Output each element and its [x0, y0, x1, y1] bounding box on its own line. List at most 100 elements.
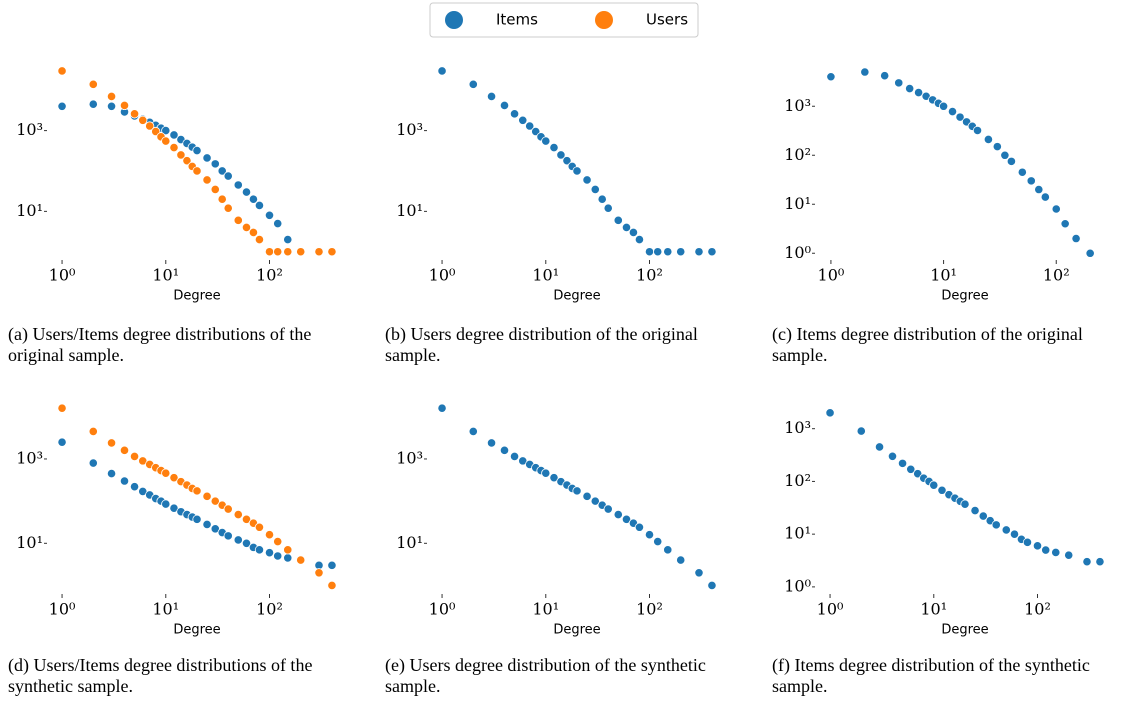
y-tick-label: 10³ [16, 448, 43, 467]
point [1060, 219, 1070, 229]
point [1026, 176, 1036, 186]
x-tick-label: 10² [256, 600, 283, 619]
y-tick-label: 10⁰ [784, 576, 811, 595]
point [327, 580, 337, 591]
point [192, 145, 202, 156]
x-tick-label: 10¹ [930, 266, 957, 285]
x-tick-label: 10⁰ [817, 600, 844, 619]
point [486, 438, 497, 448]
point [590, 184, 600, 194]
y-tick-label: 10³ [396, 448, 423, 467]
x-tick-label: 10² [1024, 600, 1051, 619]
x-tick-label: 10⁰ [429, 600, 456, 619]
point [192, 486, 202, 496]
point [1095, 557, 1105, 567]
y-tick-label: 10¹ [16, 533, 43, 552]
point [437, 66, 447, 76]
legend-swatch [445, 11, 463, 29]
point [273, 218, 283, 229]
point [176, 150, 186, 160]
point [960, 499, 970, 509]
point [327, 247, 337, 257]
point [161, 499, 171, 509]
point [1051, 547, 1061, 558]
point [314, 568, 324, 578]
x-tick-label: 10⁰ [49, 600, 76, 619]
point [202, 175, 212, 185]
point [1009, 529, 1020, 539]
point [254, 200, 265, 211]
point [119, 100, 130, 111]
point [138, 115, 148, 125]
point [525, 121, 535, 131]
point [597, 194, 607, 204]
point [1082, 557, 1092, 567]
point [860, 67, 870, 77]
point [129, 482, 140, 492]
point [1006, 156, 1017, 166]
point [1034, 184, 1044, 195]
point [1051, 204, 1061, 214]
point [314, 247, 324, 257]
point [707, 247, 717, 257]
point [106, 468, 117, 479]
point [248, 194, 259, 204]
point [676, 247, 686, 257]
point [628, 227, 639, 238]
x-tick-label: 10² [1043, 266, 1070, 285]
point [603, 203, 613, 213]
y-tick-label: 10³ [16, 120, 43, 139]
caption: (c) Items degree distribution of the ori… [772, 324, 1083, 365]
x-axis-label: Degree [553, 289, 600, 304]
caption: (b) Users degree distribution of the ori… [385, 324, 698, 365]
point [556, 150, 566, 160]
point [119, 445, 130, 455]
point [1041, 545, 1051, 555]
point [978, 511, 988, 521]
point [241, 187, 252, 197]
legend-swatch [595, 11, 613, 29]
point [192, 514, 202, 524]
point [161, 126, 171, 136]
point [57, 437, 67, 447]
y-tick-label: 10¹ [396, 201, 423, 220]
point [694, 247, 704, 257]
point [327, 560, 337, 570]
point [707, 580, 717, 591]
point [826, 72, 836, 82]
point [254, 234, 265, 245]
point [549, 473, 559, 483]
point [509, 109, 520, 119]
point [955, 112, 965, 122]
point [202, 491, 212, 501]
point [233, 535, 243, 545]
point [1085, 248, 1095, 258]
x-tick-label: 10⁰ [818, 266, 845, 285]
point [1071, 233, 1081, 244]
point [223, 531, 233, 541]
point [1040, 192, 1050, 202]
point [518, 115, 528, 125]
y-tick-label: 10² [784, 145, 811, 164]
point [264, 210, 275, 220]
point [161, 136, 171, 146]
point [676, 555, 686, 565]
point [663, 247, 673, 257]
point [621, 514, 632, 524]
point [57, 66, 67, 76]
x-tick-label: 10² [256, 266, 283, 285]
point [486, 91, 497, 102]
point [264, 530, 275, 540]
point [644, 530, 655, 540]
point [894, 78, 904, 88]
point [621, 222, 632, 233]
x-axis-label: Degree [553, 623, 600, 638]
point [613, 509, 623, 520]
point [254, 522, 265, 532]
legend-label: Items [496, 11, 538, 29]
point [129, 451, 140, 461]
y-tick-label: 10¹ [396, 533, 423, 552]
point [603, 504, 613, 514]
